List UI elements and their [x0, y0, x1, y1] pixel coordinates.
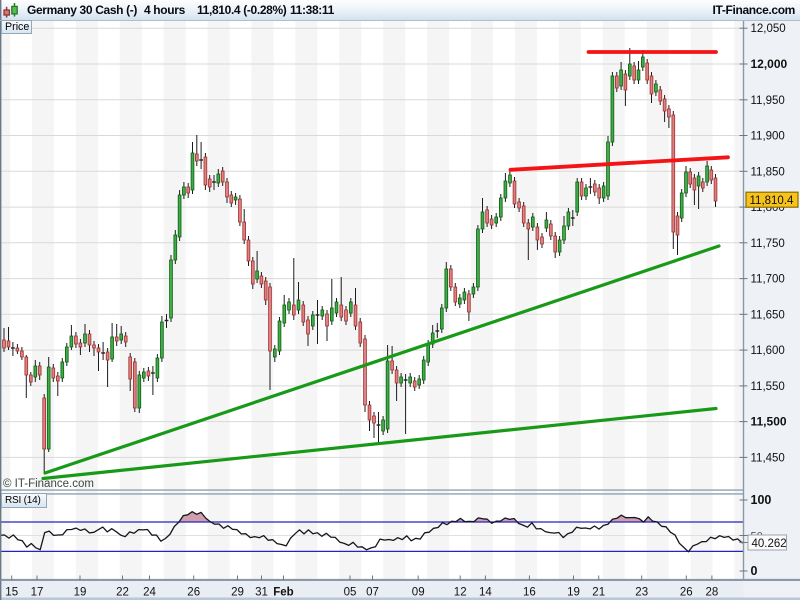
svg-text:17: 17	[31, 587, 44, 599]
svg-text:11,810.4: 11,810.4	[750, 195, 795, 207]
svg-text:11,850: 11,850	[751, 166, 785, 178]
svg-text:29: 29	[231, 587, 244, 599]
svg-text:09: 09	[412, 587, 425, 599]
svg-text:11,900: 11,900	[751, 131, 785, 143]
svg-text:15: 15	[5, 587, 18, 599]
svg-text:19: 19	[74, 587, 87, 599]
svg-text:05: 05	[344, 587, 357, 599]
svg-text:22: 22	[116, 587, 129, 599]
svg-text:0: 0	[751, 564, 758, 578]
svg-text:16: 16	[523, 587, 536, 599]
svg-text:26: 26	[680, 587, 693, 599]
svg-text:12,000: 12,000	[751, 57, 788, 71]
svg-text:11,500: 11,500	[751, 415, 787, 429]
svg-text:40.262: 40.262	[752, 538, 787, 550]
svg-text:12: 12	[454, 587, 467, 599]
svg-text:31: 31	[255, 587, 268, 599]
svg-text:11,650: 11,650	[751, 309, 785, 321]
svg-text:100: 100	[751, 493, 772, 507]
svg-text:28: 28	[706, 587, 719, 599]
svg-text:14: 14	[479, 587, 492, 599]
svg-text:11,600: 11,600	[751, 345, 785, 357]
svg-text:23: 23	[635, 587, 648, 599]
svg-text:19: 19	[567, 587, 580, 599]
svg-text:© IT-Finance.com: © IT-Finance.com	[3, 478, 94, 490]
svg-text:24: 24	[143, 587, 156, 599]
svg-text:Feb: Feb	[273, 587, 293, 599]
svg-text:26: 26	[187, 587, 200, 599]
svg-text:11,550: 11,550	[751, 381, 785, 393]
svg-text:21: 21	[592, 587, 605, 599]
svg-text:12,050: 12,050	[751, 23, 786, 35]
svg-text:11,450: 11,450	[751, 452, 785, 464]
svg-text:11,750: 11,750	[751, 238, 785, 250]
svg-text:07: 07	[366, 587, 379, 599]
svg-text:11,950: 11,950	[751, 95, 785, 107]
svg-text:11,700: 11,700	[751, 274, 785, 286]
